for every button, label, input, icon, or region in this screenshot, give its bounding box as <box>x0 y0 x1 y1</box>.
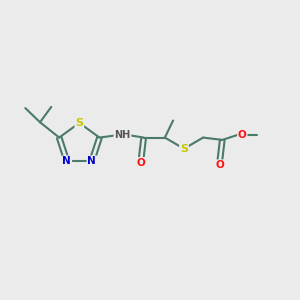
Text: NH: NH <box>114 130 130 140</box>
Text: S: S <box>180 144 188 154</box>
Text: O: O <box>137 158 146 168</box>
Text: S: S <box>75 118 83 128</box>
Text: O: O <box>238 130 247 140</box>
Text: N: N <box>62 156 71 166</box>
Text: O: O <box>215 160 224 170</box>
Text: N: N <box>87 156 96 166</box>
